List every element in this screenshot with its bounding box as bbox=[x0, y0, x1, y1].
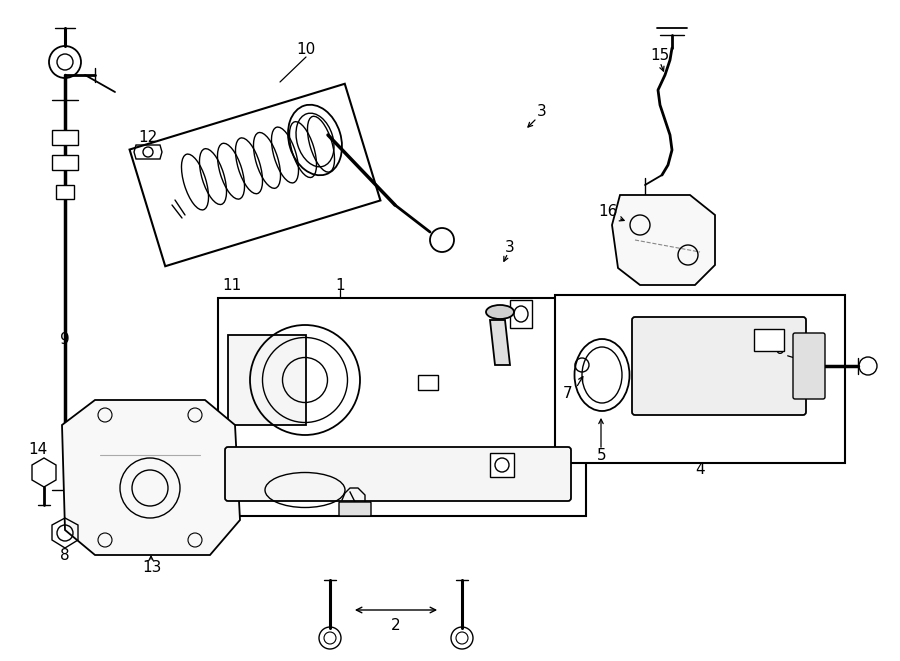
Bar bbox=[418, 375, 438, 390]
FancyBboxPatch shape bbox=[754, 329, 784, 351]
Text: 7: 7 bbox=[563, 385, 572, 401]
Text: 3: 3 bbox=[537, 104, 547, 120]
Text: 1: 1 bbox=[335, 278, 345, 293]
Text: 15: 15 bbox=[651, 48, 670, 63]
Text: 13: 13 bbox=[142, 561, 162, 576]
Text: 4: 4 bbox=[695, 463, 705, 477]
Text: 12: 12 bbox=[139, 130, 158, 145]
FancyBboxPatch shape bbox=[52, 155, 78, 170]
FancyBboxPatch shape bbox=[52, 130, 78, 145]
FancyBboxPatch shape bbox=[130, 84, 381, 266]
Text: 16: 16 bbox=[598, 204, 617, 219]
Bar bbox=[510, 300, 532, 328]
FancyBboxPatch shape bbox=[56, 185, 74, 199]
Text: 6: 6 bbox=[775, 342, 785, 358]
Text: 8: 8 bbox=[60, 547, 70, 563]
Text: 11: 11 bbox=[222, 278, 241, 293]
Polygon shape bbox=[62, 400, 240, 555]
Polygon shape bbox=[612, 195, 715, 285]
Text: 10: 10 bbox=[296, 42, 316, 58]
FancyBboxPatch shape bbox=[225, 447, 571, 501]
FancyBboxPatch shape bbox=[632, 317, 806, 415]
Ellipse shape bbox=[486, 305, 514, 319]
Bar bbox=[218, 298, 586, 516]
Bar bbox=[490, 453, 514, 477]
FancyBboxPatch shape bbox=[793, 333, 825, 399]
Bar bbox=[555, 295, 845, 463]
FancyBboxPatch shape bbox=[339, 502, 371, 516]
Text: 5: 5 bbox=[598, 449, 607, 463]
FancyBboxPatch shape bbox=[228, 335, 306, 425]
Text: 3: 3 bbox=[505, 241, 515, 256]
Text: 14: 14 bbox=[29, 442, 48, 457]
Text: 2: 2 bbox=[392, 617, 400, 633]
Text: 9: 9 bbox=[60, 332, 70, 348]
Polygon shape bbox=[490, 320, 510, 365]
